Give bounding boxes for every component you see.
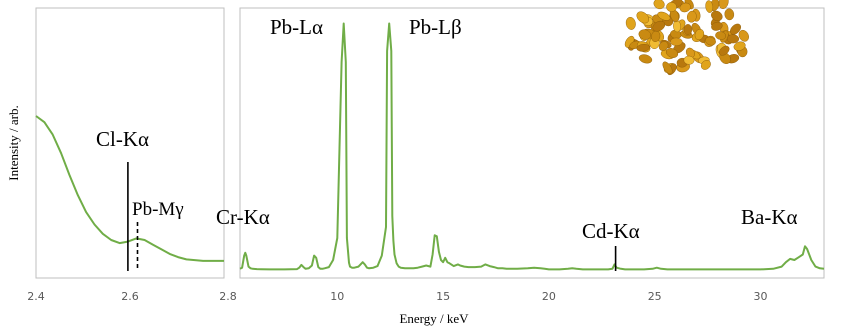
pellet-shape xyxy=(715,31,726,40)
pellet-shape xyxy=(683,55,695,65)
pellet-shape xyxy=(679,2,691,13)
pellet-shape xyxy=(686,10,697,23)
pellet-shape xyxy=(711,21,723,31)
pellet-shape xyxy=(670,37,683,46)
pellet-shape xyxy=(636,43,650,52)
pellet-shape xyxy=(636,11,650,24)
pellet-shape xyxy=(638,54,653,64)
right-x-tick-label: 30 xyxy=(754,290,768,303)
right-x-tick-label: 10 xyxy=(330,290,344,303)
y-axis-title: Intensity / arb. xyxy=(6,105,21,180)
cr-ka-label: Cr-Kα xyxy=(216,205,270,229)
pellet-shape xyxy=(658,41,669,51)
pellet-shape xyxy=(694,28,705,41)
pellet-shape xyxy=(625,16,636,30)
cd-ka-label: Cd-Kα xyxy=(582,219,640,243)
pellet-shape xyxy=(738,29,749,42)
pellet-shape xyxy=(718,45,730,56)
right-x-tick-label: 15 xyxy=(436,290,450,303)
left-x-tick-label: 2.6 xyxy=(121,290,139,303)
pellet-shape xyxy=(726,34,740,44)
cl-ka-label: Cl-Kα xyxy=(96,127,149,151)
pellet-shape xyxy=(683,24,693,36)
pellet-shape xyxy=(662,61,673,75)
pellet-shape xyxy=(724,8,735,21)
left-x-tick-label: 2.4 xyxy=(27,290,45,303)
right-x-tick-label: 25 xyxy=(648,290,662,303)
pb-la-label: Pb-Lα xyxy=(270,15,323,39)
pellet-shape xyxy=(652,20,666,32)
pellet-shape xyxy=(665,48,679,58)
pellet-shape xyxy=(666,2,677,12)
left-panel-frame xyxy=(35,7,225,279)
left-x-tick-label: 2.8 xyxy=(219,290,237,303)
pellet-shape xyxy=(705,0,714,13)
pellet-shape xyxy=(638,29,652,40)
pellet-shape xyxy=(711,10,723,22)
pellet-photo xyxy=(624,0,749,76)
x-axis-title: Energy / keV xyxy=(399,311,469,326)
pellet-shape xyxy=(705,36,716,46)
right-panel-frame xyxy=(239,7,825,279)
pellet-shape xyxy=(653,0,665,10)
right-x-tick-label: 20 xyxy=(542,290,556,303)
pellet-shape xyxy=(700,59,711,70)
pellet-shape xyxy=(729,23,742,35)
pb-lb-label: Pb-Lβ xyxy=(409,15,462,39)
pb-mg-label: Pb-Mγ xyxy=(132,199,184,220)
pellet-shape xyxy=(657,11,671,21)
ba-ka-label: Ba-Kα xyxy=(741,205,798,229)
pellet-shape xyxy=(718,0,729,10)
right-spectrum-line xyxy=(239,22,825,271)
pellet-shape xyxy=(733,41,746,51)
left-spectrum-line xyxy=(35,115,224,262)
